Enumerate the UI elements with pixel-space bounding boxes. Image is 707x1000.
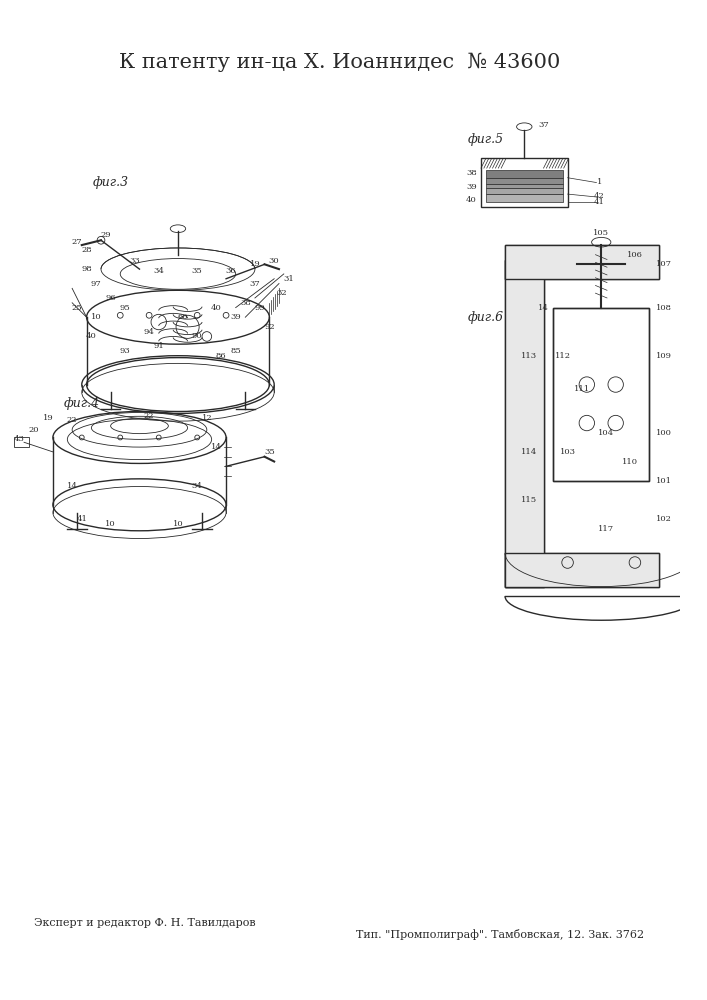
Text: 110: 110 — [622, 458, 638, 466]
Text: 38: 38 — [240, 299, 251, 307]
Text: 117: 117 — [598, 525, 614, 533]
Text: 41: 41 — [594, 198, 604, 206]
Text: 92: 92 — [264, 323, 275, 331]
Text: 34: 34 — [192, 482, 203, 490]
Text: 85: 85 — [230, 347, 241, 355]
Text: 93: 93 — [119, 347, 130, 355]
Text: 10: 10 — [105, 520, 116, 528]
Text: 104: 104 — [598, 429, 614, 437]
Bar — [553, 308, 649, 481]
Text: фиг.5: фиг.5 — [468, 133, 504, 146]
Text: 32: 32 — [276, 289, 287, 297]
Text: 103: 103 — [559, 448, 575, 456]
Text: 27: 27 — [71, 238, 82, 246]
Text: 115: 115 — [521, 496, 537, 504]
Text: 106: 106 — [627, 251, 643, 259]
Text: 1: 1 — [597, 178, 602, 186]
Text: 109: 109 — [656, 352, 672, 360]
Text: 105: 105 — [593, 229, 609, 237]
Bar — [481, 158, 568, 207]
Text: 97: 97 — [90, 280, 102, 288]
Text: 30: 30 — [269, 257, 279, 265]
Text: Эксперт и редактор Ф. Н. Тавилдаров: Эксперт и редактор Ф. Н. Тавилдаров — [34, 918, 255, 928]
Bar — [505, 245, 659, 279]
Text: 12: 12 — [201, 414, 212, 422]
Bar — [486, 184, 563, 188]
Text: 40: 40 — [466, 196, 477, 204]
Text: 100: 100 — [656, 429, 672, 437]
Bar — [505, 553, 659, 587]
Text: фиг.4: фиг.4 — [64, 397, 100, 410]
Text: 10: 10 — [91, 313, 102, 321]
Text: 91: 91 — [153, 342, 164, 350]
Bar — [14, 437, 29, 447]
Bar — [505, 245, 659, 279]
Text: 10: 10 — [173, 520, 183, 528]
Text: 102: 102 — [656, 515, 672, 523]
Bar — [505, 260, 544, 587]
Bar — [486, 170, 563, 178]
Text: 96: 96 — [105, 294, 116, 302]
Text: 112: 112 — [555, 352, 571, 360]
Text: 19: 19 — [250, 260, 260, 268]
Text: 90: 90 — [192, 332, 202, 340]
Text: 39: 39 — [466, 183, 477, 191]
Text: фиг.6: фиг.6 — [468, 311, 504, 324]
Text: 31: 31 — [284, 275, 294, 283]
Text: 40: 40 — [211, 304, 222, 312]
Text: 99: 99 — [255, 304, 265, 312]
Text: 34: 34 — [153, 267, 164, 275]
Text: 14: 14 — [66, 482, 78, 490]
Text: 22: 22 — [67, 416, 77, 424]
Text: 60: 60 — [177, 313, 188, 321]
Text: 36: 36 — [226, 267, 236, 275]
Bar — [553, 308, 649, 481]
Text: 33: 33 — [129, 257, 140, 265]
Text: 29: 29 — [100, 231, 111, 239]
Text: фиг.3: фиг.3 — [93, 176, 129, 189]
Text: 95: 95 — [119, 304, 130, 312]
Text: 111: 111 — [574, 385, 590, 393]
Bar — [505, 553, 659, 587]
Text: 22: 22 — [144, 412, 154, 420]
Text: Тип. "Промполиграф". Тамбовская, 12. Зак. 3762: Тип. "Промполиграф". Тамбовская, 12. Зак… — [356, 929, 644, 940]
Text: 35: 35 — [192, 267, 203, 275]
Bar — [505, 260, 544, 587]
Text: 19: 19 — [42, 414, 54, 422]
Text: 94: 94 — [144, 328, 155, 336]
Bar — [486, 188, 563, 194]
Text: 114: 114 — [521, 448, 537, 456]
Text: 41: 41 — [76, 515, 87, 523]
Text: 98: 98 — [81, 265, 92, 273]
Text: 107: 107 — [656, 260, 672, 268]
Text: 35: 35 — [264, 448, 275, 456]
Text: 108: 108 — [656, 304, 672, 312]
Text: 39: 39 — [230, 313, 241, 321]
Text: 20: 20 — [28, 426, 39, 434]
Text: 101: 101 — [656, 477, 672, 485]
Text: 28: 28 — [81, 246, 92, 254]
Text: 25: 25 — [71, 304, 82, 312]
Text: 37: 37 — [538, 121, 549, 129]
Bar — [486, 194, 563, 202]
Bar — [486, 178, 563, 184]
Text: 42: 42 — [594, 192, 604, 200]
Text: 113: 113 — [521, 352, 537, 360]
Text: К патенту ин-ца Х. Иоаннидес  № 43600: К патенту ин-ца Х. Иоаннидес № 43600 — [119, 53, 560, 72]
Text: 14: 14 — [211, 443, 222, 451]
Text: 86: 86 — [216, 352, 226, 360]
Text: 37: 37 — [250, 280, 260, 288]
Text: 38: 38 — [466, 169, 477, 177]
Text: 14: 14 — [538, 304, 549, 312]
Text: 43: 43 — [14, 435, 25, 443]
Text: 40: 40 — [86, 332, 97, 340]
